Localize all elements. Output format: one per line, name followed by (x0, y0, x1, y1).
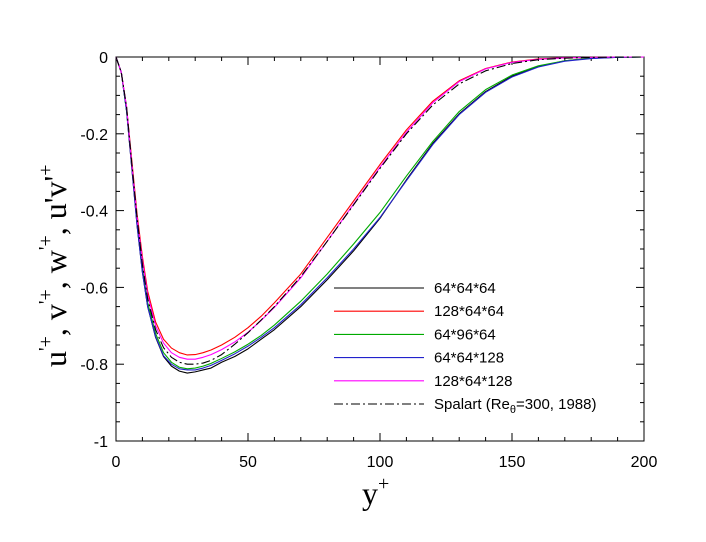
y-tick-label: 0 (99, 50, 108, 67)
y-label-part-2: , v (37, 304, 73, 336)
legend-label-4: 64*64*128 (434, 350, 504, 367)
x-axis-ticks: 0 50 100 150 200 (112, 57, 658, 471)
series-line-5 (115, 56, 644, 360)
x-tick-label: 0 (112, 454, 121, 471)
y-axis-title: u'+, v'+, w'+, u'v'+ (35, 164, 73, 367)
y-label-sup-1: '+ (35, 336, 57, 351)
legend-label-1: 64*64*64 (434, 280, 496, 297)
legend: 64*64*64 128*64*64 64*96*64 64*64*128 128*64… (334, 280, 597, 416)
y-label-part-3: , w (37, 250, 73, 289)
series-layer (115, 56, 645, 374)
y-axis-ticks: 0 -0.2 -0.4 -0.6 -0.8 -1 (80, 50, 644, 451)
y-label-sup-2: '+ (35, 289, 57, 304)
series-line-4 (115, 56, 645, 371)
y-tick-label: -0.6 (80, 280, 108, 297)
y-tick-label: -1 (94, 434, 108, 451)
x-axis-title: y+ (362, 473, 389, 511)
legend-label-3: 64*96*64 (434, 326, 496, 343)
y-label-sup-3: '+ (35, 235, 57, 250)
x-tick-label: 50 (239, 454, 257, 471)
x-tick-label: 200 (631, 454, 658, 471)
y-label-sup-4: + (35, 164, 57, 175)
x-tick-label: 150 (499, 454, 526, 471)
y-label-part-1: u (37, 351, 73, 367)
y-label-part-4: , u'v' (37, 176, 73, 236)
series-line-6 (115, 56, 644, 365)
y-tick-label: -0.2 (80, 127, 108, 144)
y-tick-label: -0.8 (80, 357, 108, 374)
x-axis-title-sup: + (378, 473, 389, 495)
legend-label-2: 128*64*64 (434, 303, 504, 320)
x-axis-title-base: y (362, 475, 378, 511)
series-line-3 (115, 56, 645, 370)
legend-label-5: 128*64*128 (434, 373, 512, 390)
legend-label-6: Spalart (Reθ=300, 1988) (434, 396, 597, 416)
x-tick-label: 100 (367, 454, 394, 471)
y-tick-label: -0.4 (80, 204, 108, 221)
